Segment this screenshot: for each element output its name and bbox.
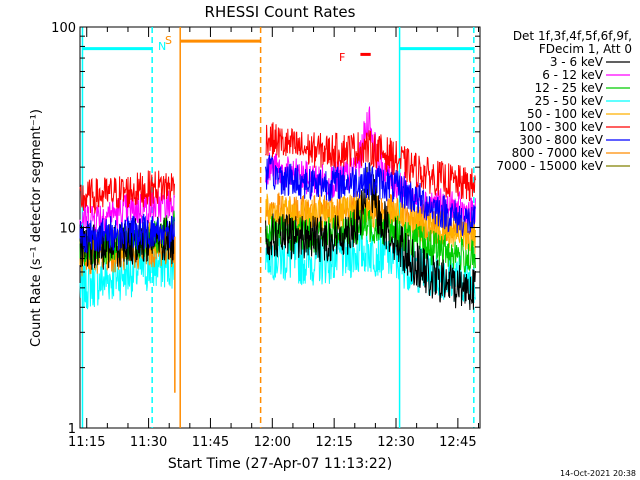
series-line-2-seg-1 <box>265 207 476 273</box>
footer-date: 14-Oct-2021 20:38 <box>560 469 636 478</box>
x-tick-label: 12:30 <box>377 435 414 450</box>
series-line-6-seg-1 <box>265 154 476 236</box>
series-line-5-seg-0 <box>79 170 175 214</box>
series-line-5-seg-1 <box>265 122 476 202</box>
legend-label: 100 - 300 keV <box>519 120 603 134</box>
series-line-6-seg-0 <box>79 213 175 254</box>
legend-label: 300 - 800 keV <box>519 133 603 147</box>
x-tick-label: 12:15 <box>315 435 352 450</box>
legend-label: 6 - 12 keV <box>542 68 604 82</box>
legend-label: 50 - 100 keV <box>527 107 604 121</box>
x-tick-label: 12:45 <box>439 435 476 450</box>
legend-label: 12 - 25 keV <box>535 81 604 95</box>
chart-title: RHESSI Count Rates <box>205 3 356 21</box>
y-tick-label: 1 <box>68 422 76 437</box>
y-tick-label: 100 <box>51 21 76 36</box>
x-tick-label: 11:30 <box>130 435 167 450</box>
series-line-3-seg-1 <box>265 226 476 305</box>
flag-n: N <box>158 40 166 53</box>
legend-header-line: Det 1f,3f,4f,5f,6f,9f, <box>513 29 632 43</box>
y-tick-label: 10 <box>59 222 76 237</box>
x-tick-label: 11:45 <box>192 435 229 450</box>
flag-s: S <box>165 34 172 47</box>
legend-label: 800 - 7000 keV <box>512 146 604 160</box>
legend-label: 7000 - 15000 keV <box>496 159 603 173</box>
legend-header-line: FDecim 1, Att 0 <box>539 42 632 56</box>
x-tick-label: 11:15 <box>68 435 105 450</box>
flag-f: F <box>339 51 345 64</box>
y-axis-label: Count Rate (s⁻¹ detector segment⁻¹) <box>29 109 44 347</box>
x-tick-label: 12:00 <box>254 435 291 450</box>
x-axis-label: Start Time (27-Apr-07 11:13:22) <box>168 456 392 472</box>
legend-label: 25 - 50 keV <box>535 94 604 108</box>
legend-label: 3 - 6 keV <box>550 55 604 69</box>
